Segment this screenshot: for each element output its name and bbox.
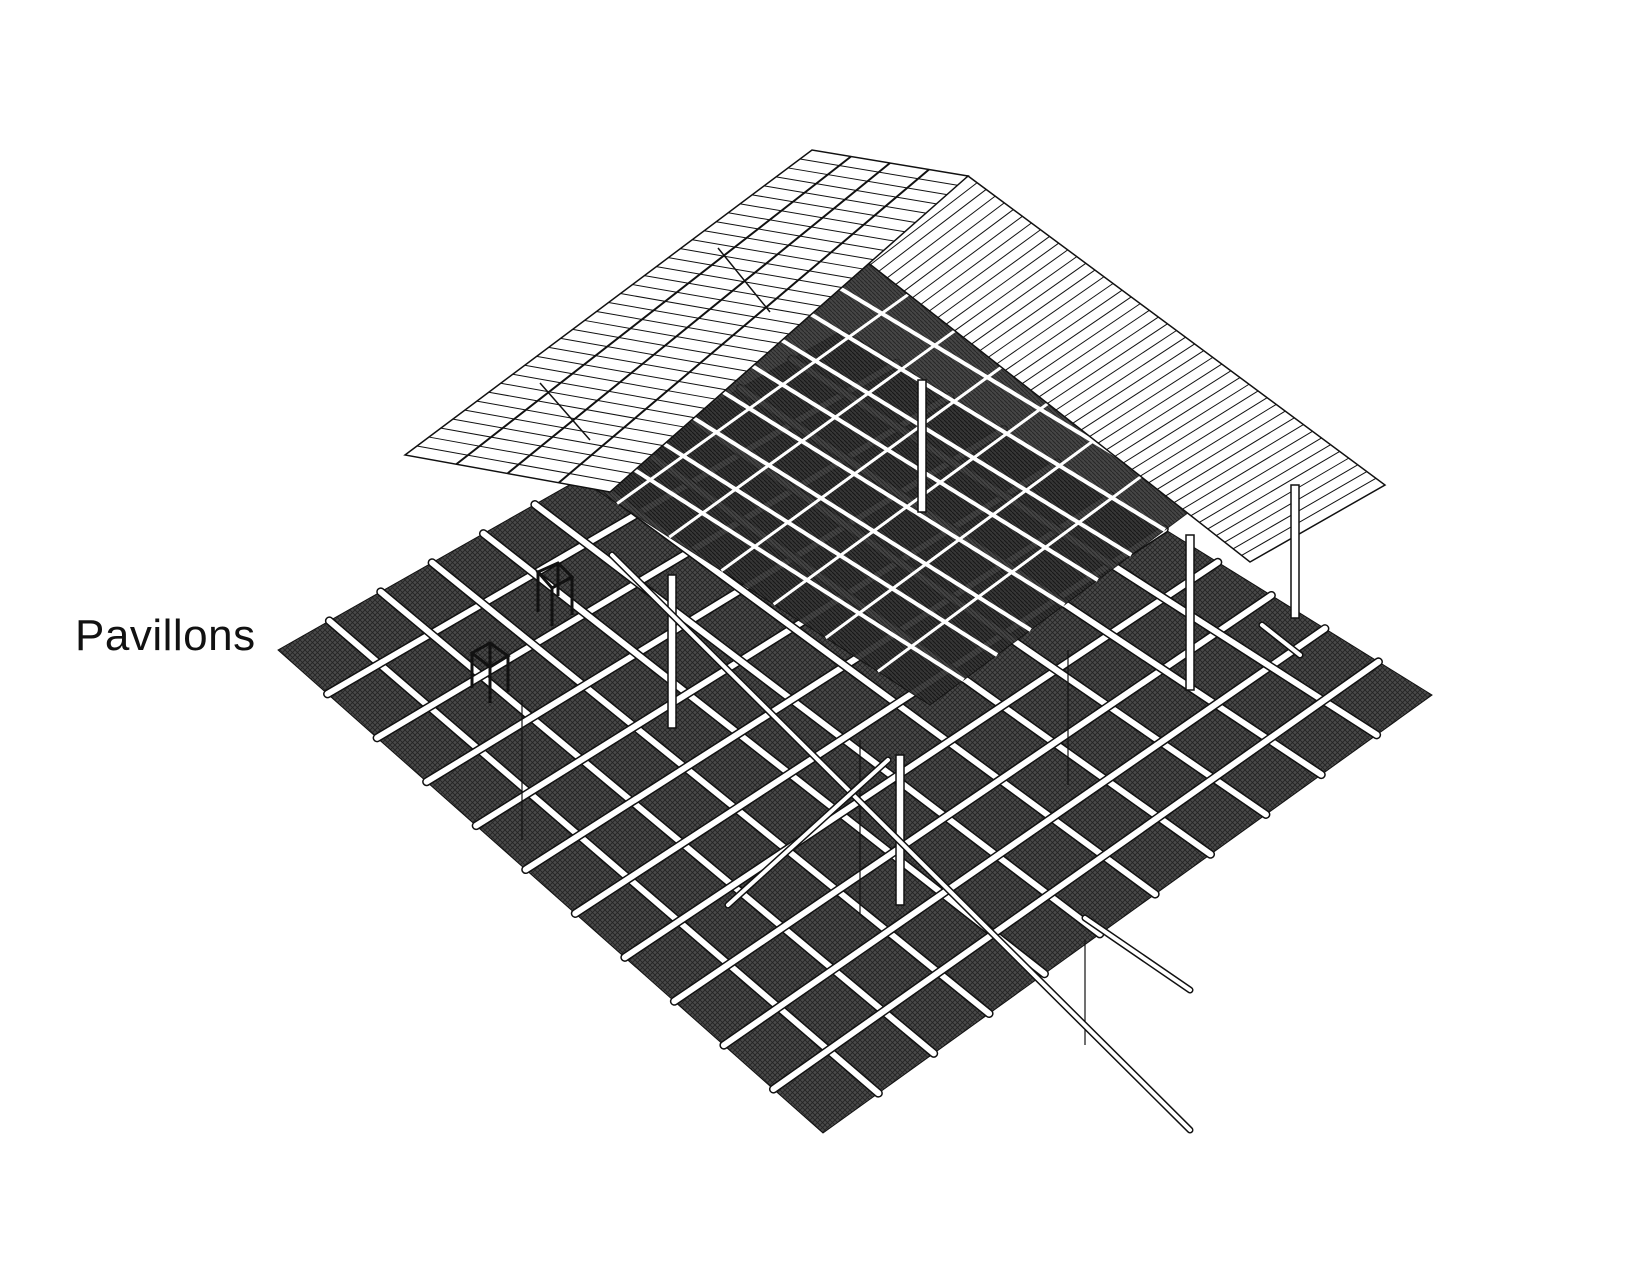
ground-rails	[608, 551, 1304, 1134]
floor-grid-bar	[770, 658, 1382, 1093]
roof-corrugation	[870, 182, 978, 266]
roof-corrugation	[903, 209, 1014, 292]
roof-corrugation	[1131, 390, 1259, 470]
roof-corrugation	[1021, 303, 1141, 384]
roof-corrugation	[1106, 370, 1232, 451]
floor-grid-bar	[429, 559, 993, 1017]
roof-corrugation	[1173, 424, 1304, 503]
mesh-slat	[695, 374, 1066, 607]
roof-corrugation	[1072, 343, 1195, 424]
roof-corrugation	[979, 269, 1096, 351]
roof-corrugation	[954, 249, 1069, 332]
roof-corrugation	[988, 276, 1105, 358]
mesh-slat	[668, 320, 969, 539]
roof-corrugation	[946, 242, 1059, 325]
roof-purlin	[455, 155, 852, 466]
roof-corrugation	[1148, 403, 1277, 484]
mesh-slat	[824, 415, 1128, 640]
roof-corrugation	[887, 195, 996, 279]
roof-purlin	[558, 168, 930, 484]
mesh-slat	[761, 326, 1133, 557]
mesh-slat	[616, 288, 916, 505]
column	[917, 379, 927, 513]
roof-brace	[539, 382, 591, 441]
diagram-title: Pavillons	[75, 611, 256, 660]
roof-left-panel	[403, 149, 970, 493]
column	[1290, 484, 1300, 619]
roof-left-slope	[403, 149, 970, 493]
column	[895, 754, 905, 906]
floor-grid-bar	[671, 592, 1275, 1005]
mesh-slat	[596, 444, 965, 682]
roof-corrugation	[1089, 356, 1214, 437]
roof-corrugation	[1013, 296, 1132, 378]
mesh-slat	[728, 350, 1099, 582]
column	[667, 574, 677, 729]
roof-corrugation	[1207, 450, 1340, 530]
mesh-slat	[794, 303, 1166, 532]
roof-corrugation	[1123, 383, 1250, 464]
roof-purlin	[506, 162, 891, 475]
column	[1185, 534, 1195, 691]
floor-grid-bar	[480, 530, 1048, 977]
roof-corrugation	[1097, 363, 1223, 444]
rail	[1083, 916, 1192, 992]
side-table	[535, 561, 575, 626]
roof-corrugation	[1165, 417, 1295, 497]
rail	[610, 553, 1192, 1132]
roof-corrugation	[1038, 316, 1159, 398]
roof-corrugation	[1114, 377, 1241, 457]
roof-corrugation	[920, 222, 1032, 305]
roof-corrugation	[1232, 471, 1368, 550]
roof-corrugation	[895, 202, 1005, 285]
roof-corrugation	[962, 256, 1078, 338]
roof-corrugation	[1030, 309, 1150, 391]
roof-corrugation	[1081, 350, 1204, 431]
roof-corrugation	[1156, 410, 1286, 490]
mesh-slat	[876, 447, 1181, 673]
roof-corrugation	[912, 215, 1023, 299]
roof-corrugation	[929, 229, 1041, 312]
roof-corrugation	[1182, 430, 1313, 510]
roof-corrugation	[1190, 437, 1322, 517]
roof-corrugation	[1241, 477, 1377, 556]
mesh-slat	[629, 421, 999, 657]
floor-grid-bar	[720, 625, 1328, 1049]
roof-corrugation	[1047, 323, 1168, 404]
roof-right-slope	[860, 175, 1387, 563]
mesh-slat	[662, 397, 1032, 632]
roof-corrugation	[1005, 289, 1123, 371]
mesh-slat	[720, 351, 1022, 572]
roof-corrugation	[878, 189, 987, 272]
roof-corrugation	[1199, 444, 1331, 523]
stool	[469, 641, 511, 703]
columns	[521, 379, 1300, 1045]
roof-corrugation	[1216, 457, 1349, 536]
rail	[1260, 623, 1302, 657]
rail	[726, 758, 890, 907]
roof-corrugation	[937, 236, 1050, 318]
floor-grid-bar	[326, 617, 882, 1097]
roof-corrugation	[1055, 330, 1177, 411]
roof-corrugation	[996, 283, 1114, 365]
roof-brace	[717, 247, 771, 313]
roof-corrugation	[1140, 397, 1268, 477]
roof-corrugation	[1064, 336, 1186, 418]
roof-corrugation	[971, 262, 1087, 345]
floor-grid-bar	[621, 559, 1221, 961]
